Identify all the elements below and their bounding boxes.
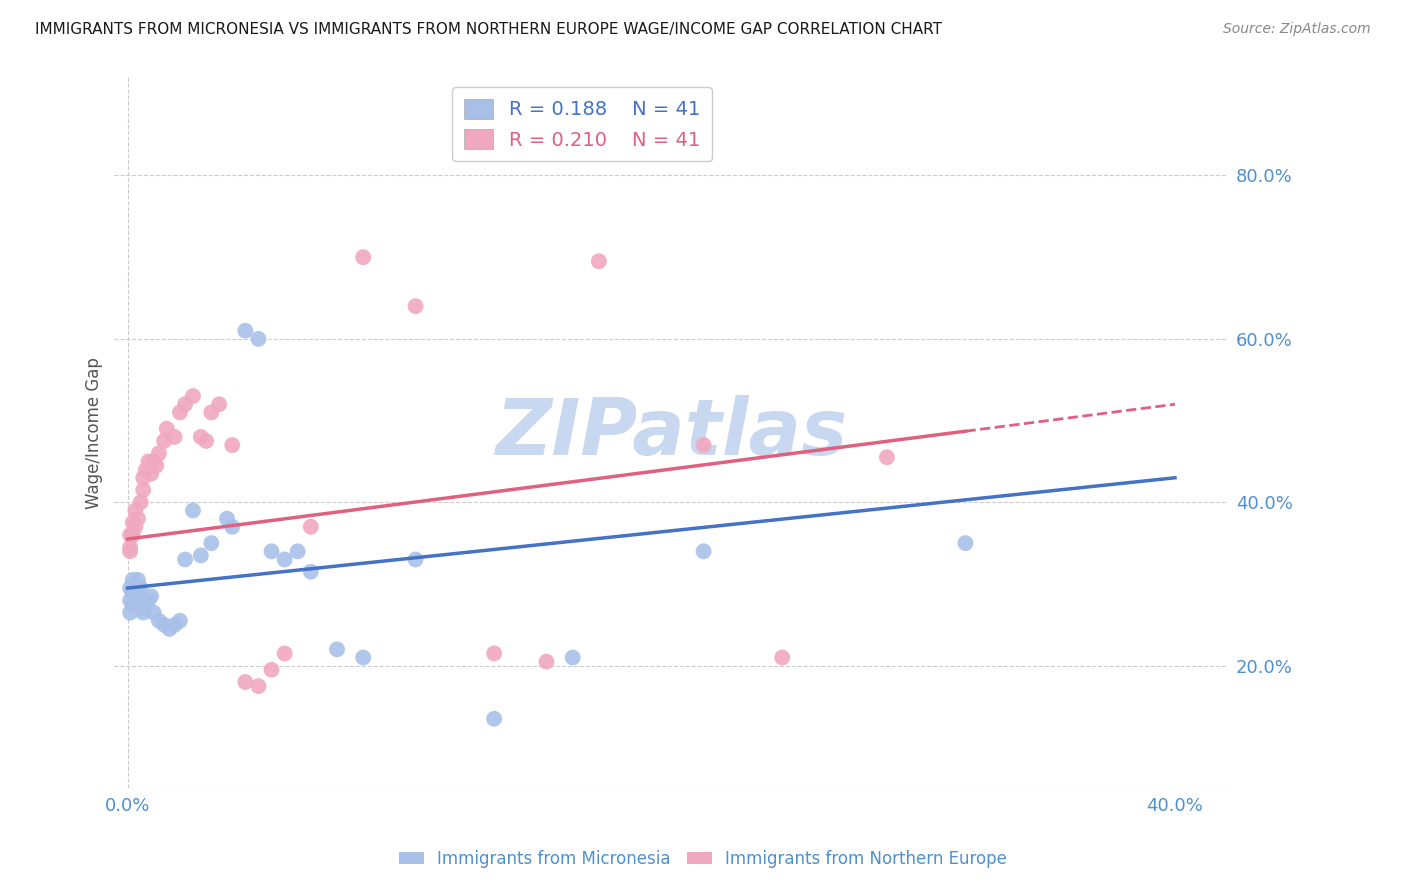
Point — [129, 601, 152, 615]
Point — [120, 606, 142, 620]
Point — [326, 642, 349, 657]
Point — [200, 536, 222, 550]
Point — [221, 438, 243, 452]
Y-axis label: Wage/Income Gap: Wage/Income Gap — [86, 357, 103, 508]
Point — [352, 250, 374, 264]
Point — [955, 536, 977, 550]
Point — [190, 549, 212, 563]
Text: ZIPatlas: ZIPatlas — [495, 395, 846, 471]
Point — [148, 614, 170, 628]
Point — [138, 454, 160, 468]
Point — [127, 511, 149, 525]
Point — [536, 655, 558, 669]
Point — [153, 434, 176, 448]
Point — [215, 511, 238, 525]
Legend: R = 0.188    N = 41, R = 0.210    N = 41: R = 0.188 N = 41, R = 0.210 N = 41 — [453, 87, 711, 161]
Point — [208, 397, 231, 411]
Point — [120, 528, 142, 542]
Point — [142, 606, 165, 620]
Point — [156, 422, 179, 436]
Point — [174, 397, 197, 411]
Point — [120, 593, 142, 607]
Point — [132, 483, 155, 497]
Point — [129, 495, 152, 509]
Point — [482, 712, 505, 726]
Point — [120, 544, 142, 558]
Point — [121, 528, 143, 542]
Legend: Immigrants from Micronesia, Immigrants from Northern Europe: Immigrants from Micronesia, Immigrants f… — [392, 844, 1014, 875]
Point — [127, 573, 149, 587]
Point — [181, 389, 204, 403]
Point — [139, 589, 162, 603]
Text: IMMIGRANTS FROM MICRONESIA VS IMMIGRANTS FROM NORTHERN EUROPE WAGE/INCOME GAP CO: IMMIGRANTS FROM MICRONESIA VS IMMIGRANTS… — [35, 22, 942, 37]
Point — [221, 520, 243, 534]
Point — [121, 585, 143, 599]
Point — [352, 650, 374, 665]
Point — [195, 434, 218, 448]
Point — [121, 598, 143, 612]
Point — [163, 617, 186, 632]
Point — [482, 647, 505, 661]
Point — [135, 462, 157, 476]
Point — [235, 675, 257, 690]
Point — [129, 581, 152, 595]
Point — [287, 544, 309, 558]
Point — [770, 650, 793, 665]
Point — [157, 622, 180, 636]
Point — [181, 503, 204, 517]
Point — [145, 458, 167, 473]
Point — [135, 598, 157, 612]
Point — [132, 471, 155, 485]
Point — [121, 573, 143, 587]
Point — [200, 405, 222, 419]
Point — [138, 593, 160, 607]
Point — [124, 598, 146, 612]
Point — [405, 299, 427, 313]
Point — [169, 614, 191, 628]
Text: Source: ZipAtlas.com: Source: ZipAtlas.com — [1223, 22, 1371, 37]
Point — [153, 617, 176, 632]
Point — [299, 565, 322, 579]
Point — [163, 430, 186, 444]
Point — [120, 581, 142, 595]
Point — [127, 585, 149, 599]
Point — [235, 324, 257, 338]
Point — [247, 332, 270, 346]
Point — [692, 438, 714, 452]
Point — [139, 467, 162, 481]
Point — [299, 520, 322, 534]
Point — [121, 516, 143, 530]
Point — [169, 405, 191, 419]
Point — [405, 552, 427, 566]
Point — [260, 663, 283, 677]
Point — [260, 544, 283, 558]
Point — [174, 552, 197, 566]
Point — [120, 540, 142, 554]
Point — [124, 503, 146, 517]
Point — [142, 454, 165, 468]
Point — [148, 446, 170, 460]
Point — [132, 606, 155, 620]
Point — [692, 544, 714, 558]
Point — [273, 552, 295, 566]
Point — [124, 520, 146, 534]
Point — [876, 450, 898, 465]
Point — [273, 647, 295, 661]
Point — [190, 430, 212, 444]
Point — [247, 679, 270, 693]
Point — [124, 589, 146, 603]
Point — [588, 254, 610, 268]
Point — [561, 650, 583, 665]
